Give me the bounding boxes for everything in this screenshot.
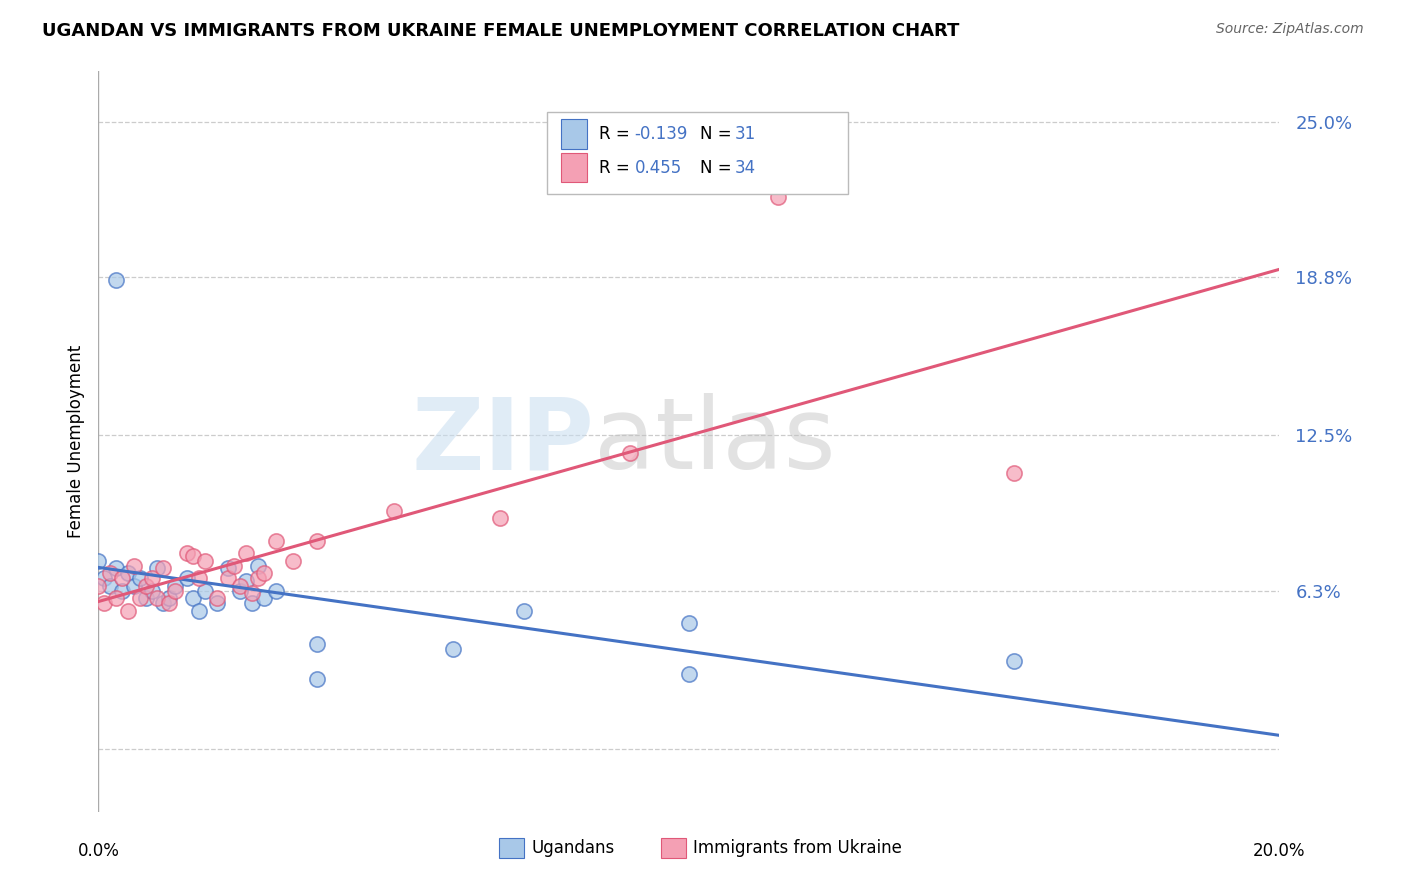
Text: R =: R = [599,159,636,177]
Text: 34: 34 [735,159,756,177]
Point [117,604,139,618]
Point [117,566,139,581]
Point [87,554,110,568]
Point [93,596,115,610]
Point [98,566,121,581]
Point [176,546,198,560]
Point [678,616,700,631]
Text: 31: 31 [735,125,756,144]
Point [176,571,198,585]
Text: 0.0%: 0.0% [77,842,120,860]
Point [246,571,269,585]
Point [122,558,145,573]
Point [105,273,128,287]
Point [128,591,150,606]
Point [187,604,209,618]
Point [264,533,287,548]
Text: UGANDAN VS IMMIGRANTS FROM UKRAINE FEMALE UNEMPLOYMENT CORRELATION CHART: UGANDAN VS IMMIGRANTS FROM UKRAINE FEMAL… [42,22,959,40]
Point [1002,654,1025,668]
Text: Source: ZipAtlas.com: Source: ZipAtlas.com [1216,22,1364,37]
Point [135,591,157,606]
Bar [561,120,588,149]
Point [105,591,128,606]
Point [122,579,145,593]
Point [229,583,252,598]
Point [224,558,246,573]
Text: atlas: atlas [595,393,837,490]
FancyBboxPatch shape [547,112,848,194]
Point [194,554,217,568]
Point [253,591,276,606]
Text: 0.455: 0.455 [634,159,682,177]
Point [146,591,169,606]
Point [766,190,789,204]
Point [441,641,464,656]
Point [512,604,534,618]
Point [305,636,328,650]
Point [93,571,115,585]
Point [205,591,228,606]
Text: Immigrants from Ukraine: Immigrants from Ukraine [693,839,903,857]
Point [141,583,163,598]
Point [240,586,263,600]
Point [146,561,169,575]
Point [205,596,228,610]
Point [235,546,257,560]
Point [157,591,180,606]
Point [135,579,157,593]
Point [165,579,187,593]
Point [240,596,263,610]
Point [283,554,305,568]
Point [181,591,204,606]
Point [128,571,150,585]
Point [152,561,174,575]
Point [105,561,128,575]
Point [181,549,204,563]
Point [152,596,174,610]
Bar [561,153,588,183]
Point [98,579,121,593]
Point [619,446,641,460]
Point [217,561,239,575]
Point [111,571,134,585]
Text: R =: R = [599,125,636,144]
Point [1002,466,1025,480]
Point [264,583,287,598]
Point [157,596,180,610]
Point [194,583,217,598]
Text: -0.139: -0.139 [634,125,688,144]
Text: N =: N = [700,125,737,144]
Point [141,571,163,585]
Text: ZIP: ZIP [412,393,595,490]
Point [187,571,209,585]
Point [489,511,512,525]
Point [382,503,405,517]
Point [305,533,328,548]
Point [229,579,252,593]
Point [246,558,269,573]
Point [111,583,134,598]
Point [305,672,328,686]
Point [678,666,700,681]
Text: 20.0%: 20.0% [1253,842,1306,860]
Text: N =: N = [700,159,737,177]
Point [253,566,276,581]
Text: Ugandans: Ugandans [531,839,614,857]
Y-axis label: Female Unemployment: Female Unemployment [66,345,84,538]
Point [87,579,110,593]
Point [235,574,257,588]
Point [165,583,187,598]
Point [217,571,239,585]
